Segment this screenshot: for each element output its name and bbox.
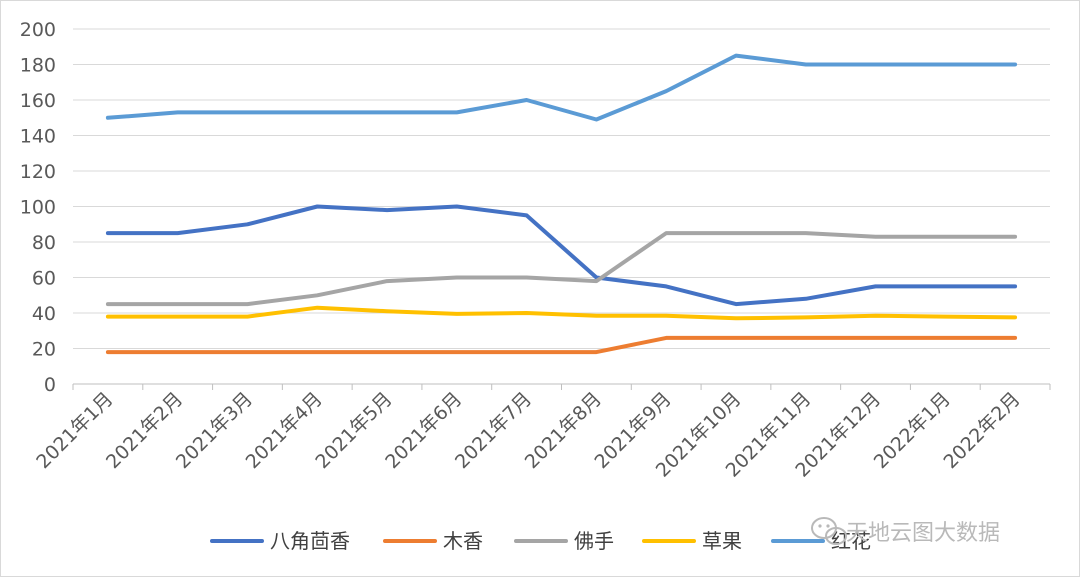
y-tick-label: 0 xyxy=(44,374,56,396)
y-tick-label: 160 xyxy=(20,90,56,112)
gridlines xyxy=(73,28,1050,349)
series-line xyxy=(105,204,1018,307)
legend-label: 八角茴香 xyxy=(270,529,350,553)
legend: 八角茴香 木香 佛手 草果 红花 xyxy=(210,529,871,553)
y-tick-label: 20 xyxy=(32,339,56,361)
y-tick-label: 140 xyxy=(20,126,56,148)
y-tick-label: 120 xyxy=(20,161,56,183)
y-tick-label: 200 xyxy=(20,19,56,41)
y-tick-label: 180 xyxy=(20,55,56,77)
y-tick-label: 60 xyxy=(32,268,56,290)
y-tick-label: 80 xyxy=(32,232,56,254)
legend-label: 木香 xyxy=(443,529,483,553)
axes xyxy=(72,383,1051,390)
series-line xyxy=(105,231,1018,307)
watermark-text: 天地云图大数据 xyxy=(846,521,1000,546)
y-tick-label: 40 xyxy=(32,303,56,325)
legend-label: 草果 xyxy=(702,529,742,553)
watermark: 天地云图大数据 xyxy=(811,517,1000,546)
series-line xyxy=(105,335,1018,355)
wechat-icon xyxy=(811,517,847,545)
legend-label: 红花 xyxy=(831,529,871,553)
y-axis-ticks: 0 20 40 60 80 100 120 140 160 180 200 xyxy=(20,19,56,396)
series-line xyxy=(105,305,1018,321)
legend-label: 佛手 xyxy=(574,529,614,553)
series-line xyxy=(105,53,1018,122)
y-tick-label: 100 xyxy=(20,197,56,219)
series-lines xyxy=(105,53,1018,355)
